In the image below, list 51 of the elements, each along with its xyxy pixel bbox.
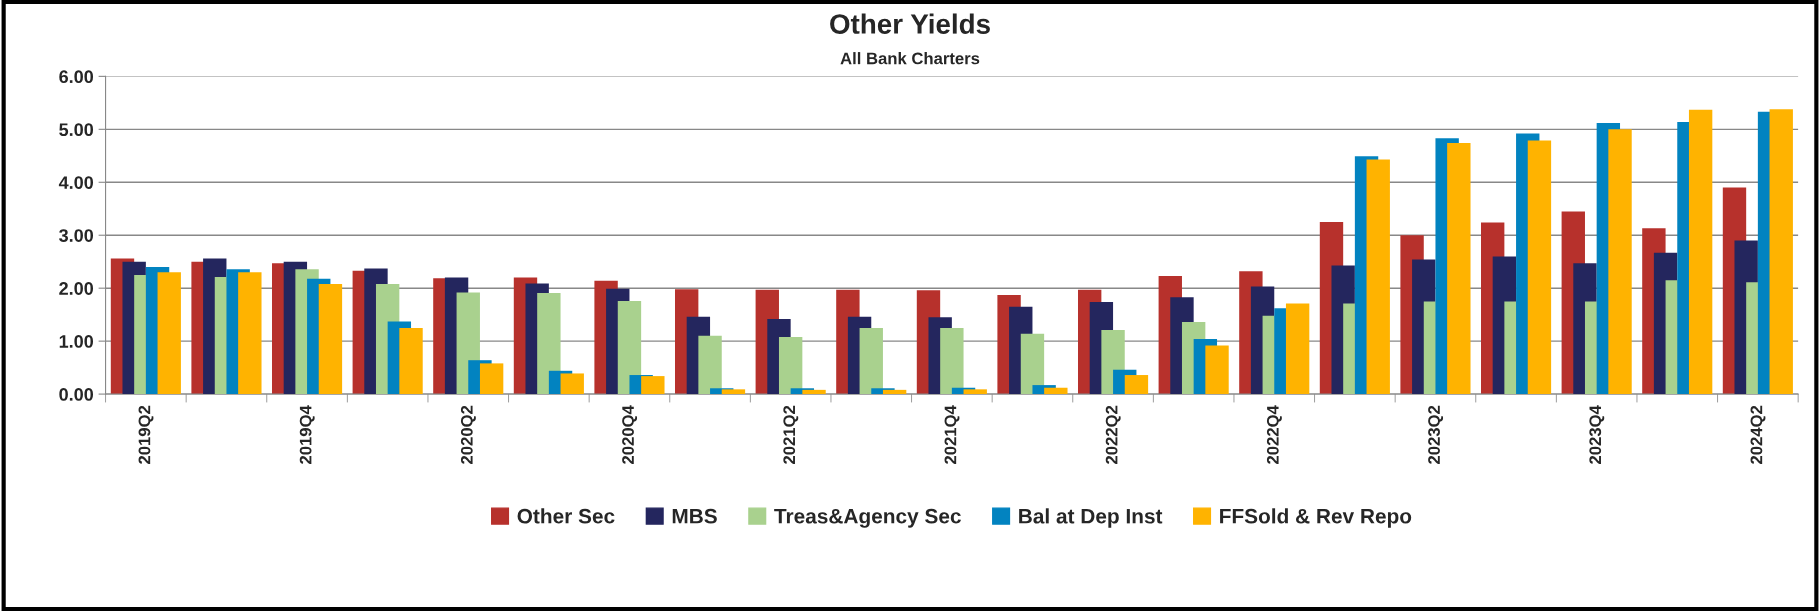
legend-label: Other Sec [517,508,615,524]
y-tick-label: 5.00 [59,123,94,137]
x-tick-label: 2021Q2 [783,405,799,464]
bar [1044,387,1068,395]
x-tick-label: 2019Q4 [299,405,315,464]
bar [882,389,907,395]
x-tick-label: 2020Q4 [622,405,638,464]
x-tick-label: 2020Q2 [460,405,476,464]
x-tick-label: 2022Q4 [1266,405,1282,464]
x-tick-label: 2023Q4 [1589,405,1605,464]
x-tick-label: 2023Q2 [1428,405,1444,464]
bar [1285,303,1310,395]
bar [318,283,343,395]
bar [1020,333,1045,395]
x-tick-label: 2024Q2 [1750,405,1766,464]
x-tick-label: 2021Q4 [944,405,960,464]
y-tick-label: 0.00 [59,388,94,401]
y-tick-label: 6.00 [59,70,94,84]
bar [1447,143,1471,395]
bar [157,272,181,395]
legend-label: Bal at Dep Inst [1019,508,1163,528]
bar [698,335,722,395]
bar [802,389,826,395]
bar [778,336,803,395]
bar [479,363,504,395]
x-tick-label: 2022Q2 [1105,405,1121,464]
bar [940,327,964,395]
bar [859,327,883,395]
legend-label: MBS [672,508,717,524]
legend-label: Treas&Agency Sec [774,508,961,528]
bar [1205,345,1229,395]
bar [399,327,423,395]
chart-subtitle: All Bank Charters [840,52,980,65]
chart-title: Other Yields [830,13,990,34]
bar [560,373,584,395]
bar [1527,140,1552,395]
bar [1366,159,1390,395]
y-tick-label: 1.00 [59,335,94,348]
bar [1608,129,1632,395]
y-tick-label: 4.00 [58,176,94,189]
bar [1688,109,1713,395]
bar [1124,375,1149,395]
y-tick-label: 3.00 [59,229,94,242]
x-tick-label: 2019Q2 [138,405,154,464]
bar [238,272,262,395]
bar [721,389,746,395]
bar [963,389,987,395]
bar [641,376,665,395]
bar [1769,109,1793,395]
legend-label: FFSold & Rev Repo [1220,508,1412,528]
y-tick-label: 2.00 [59,282,94,295]
